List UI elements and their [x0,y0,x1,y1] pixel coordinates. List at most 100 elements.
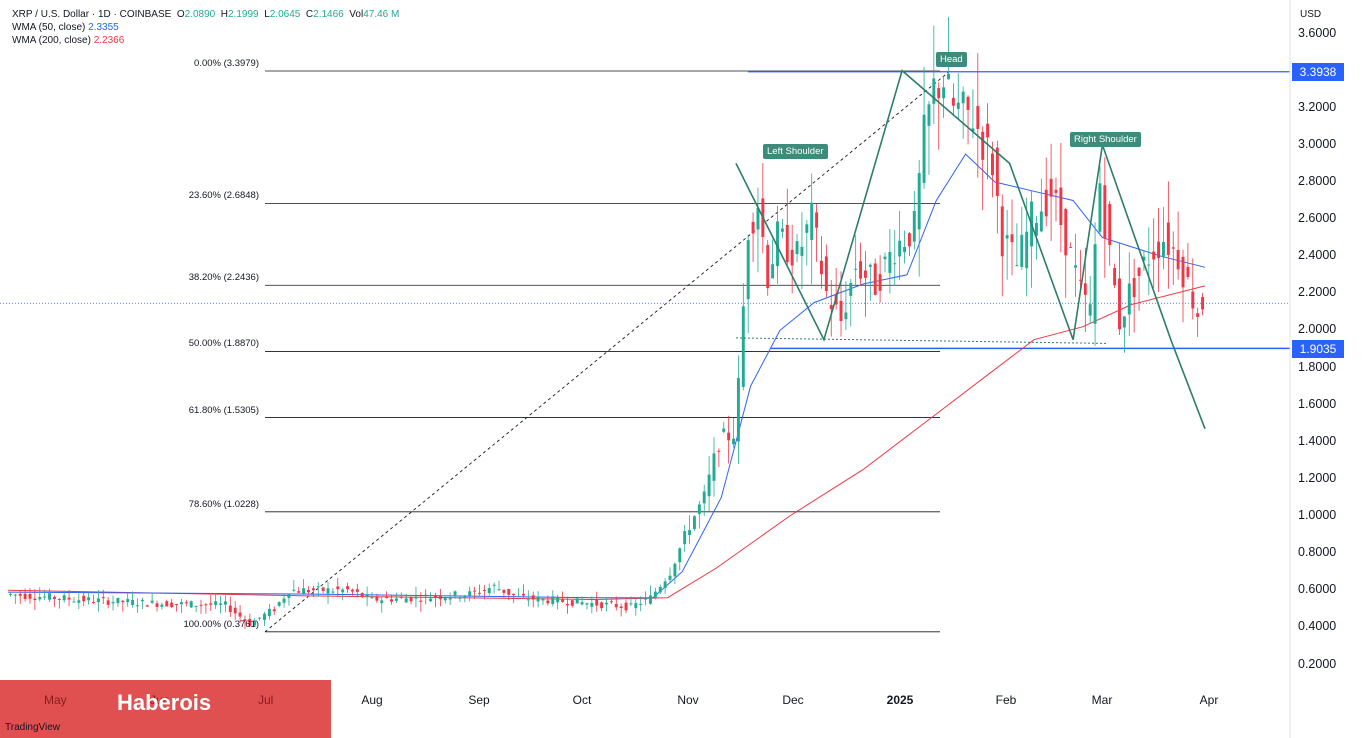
head-label: Head [936,52,967,67]
price-axis-tick: 2.8000 [1298,173,1337,188]
candle-body [585,603,589,605]
candle-body [986,123,990,138]
wma200-legend[interactable]: WMA (200, close) 2.2366 [12,35,124,46]
candle-body [170,602,174,607]
candle-body [766,245,770,289]
candle-body [561,599,564,602]
candle-body [160,604,164,607]
candle-body [175,603,179,605]
symbol-legend[interactable]: XRP / U.S. Dollar · 1D · COINBASE O2.089… [12,9,399,20]
candle-body [248,618,252,626]
candle-body [1201,296,1205,310]
banner-x-label-may: May [44,693,67,707]
candle-body [1118,278,1121,330]
candle-body [184,602,188,604]
head-shoulders-pattern [735,69,1206,430]
candle-body [458,597,462,599]
candle-body [639,603,643,605]
candle-body [473,590,477,592]
candle-body [1005,235,1009,239]
candle-body [292,589,296,591]
candle-body [1069,246,1073,248]
candle-body [521,593,525,596]
time-axis-label: Sep [468,693,490,707]
candle-body [468,591,472,596]
currency-label[interactable]: USD [1300,9,1322,20]
wma-200-line [7,285,1206,601]
candle-body [429,598,433,602]
candle-body [507,589,511,595]
candle-body [903,247,906,253]
candle-body [121,600,125,603]
price-axis-tick: 0.2000 [1298,656,1337,671]
candle-body [526,599,530,601]
candle-body [1181,256,1185,288]
candle-body [722,428,726,432]
wma50-legend[interactable]: WMA (50, close) 2.3355 [12,22,119,33]
price-tag-top: 3.3938 [1292,63,1344,81]
candle-body [307,589,310,593]
candle-body [336,586,340,590]
price-axis-tick: 3.2000 [1298,99,1337,114]
candle-body [350,589,354,592]
candle-body [756,208,760,230]
candle-body [409,597,413,602]
candle-body [795,241,799,255]
candle-body [878,274,882,291]
candle-body [1020,234,1024,267]
candle-body [189,601,193,608]
candle-body [634,603,638,609]
time-axis-label: Aug [361,693,383,707]
open-label: O [176,9,185,20]
candle-body [48,593,51,600]
candle-body [316,586,320,588]
wma-50-line [7,153,1206,599]
candle-body [531,595,535,600]
price-axis-tick: 1.2000 [1298,470,1337,485]
candle-body [1078,279,1082,281]
candle-body [966,96,970,110]
wma-200-polyline [7,285,1206,601]
left-shoulder-label: Left Shoulder [763,144,828,159]
candle-body [482,589,486,591]
candle-body [1132,278,1136,298]
candle-body [165,601,169,607]
candle-body [1000,206,1004,257]
candle-body [96,598,100,603]
wma50-value: 2.3355 [88,22,119,33]
candle-body [707,474,711,497]
candle-body [1015,265,1019,267]
time-axis-label: 2025 [886,693,914,707]
candle-body [355,589,359,592]
candle-body [912,211,916,242]
candle-body [1064,208,1068,256]
candle-body [697,504,701,514]
candle-body [937,88,941,99]
candle-body [1049,178,1053,197]
candle-body [253,620,257,626]
candle-body [541,598,545,601]
tradingview-logo[interactable]: TradingView [5,722,61,733]
candle-body [859,261,863,279]
candle-body [1186,266,1190,277]
candle-body [883,256,887,260]
candle-body [683,531,687,545]
candle-body [13,594,17,596]
candle-body [443,597,447,601]
candle-body [932,78,936,104]
candle-body [1196,313,1200,317]
fib-label: 0.00% (3.3979) [194,58,259,69]
volume-value: 47.46 M [363,9,400,20]
candle-body [28,594,32,599]
candle-body [556,597,560,603]
candle-body [956,102,960,109]
fib-label: 61.80% (1.5305) [188,404,259,416]
wma-50-polyline [7,153,1206,599]
candle-body [776,221,779,267]
fibonacci-lines [265,70,940,633]
candle-body [824,256,828,291]
candle-body [517,596,521,598]
candle-body [62,595,66,601]
candle-body [736,378,740,442]
